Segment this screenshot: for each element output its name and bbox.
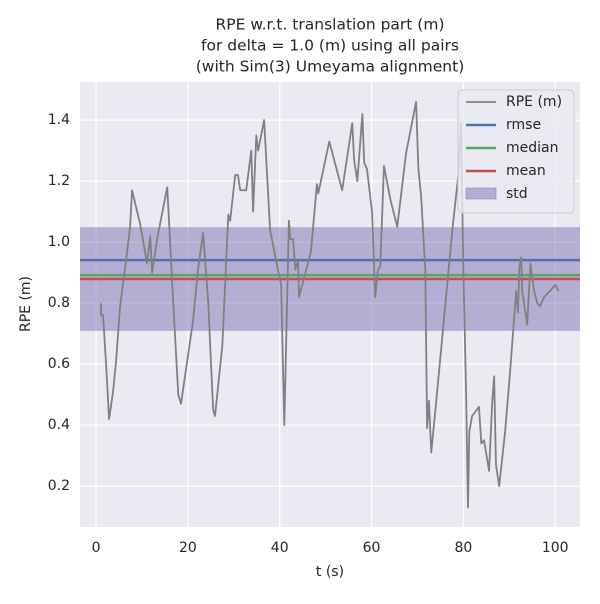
legend-label: std bbox=[506, 186, 528, 202]
legend-box bbox=[457, 89, 575, 214]
y-tick-label: 0.8 bbox=[48, 295, 70, 311]
legend-label: RPE (m) bbox=[506, 94, 562, 110]
chart-title: for delta = 1.0 (m) using all pairs bbox=[201, 37, 459, 55]
chart-title: (with Sim(3) Umeyama alignment) bbox=[196, 58, 465, 76]
legend-label: mean bbox=[506, 163, 546, 179]
legend-label: rmse bbox=[506, 117, 541, 133]
chart-title: RPE w.r.t. translation part (m) bbox=[215, 16, 444, 34]
x-tick-label: 60 bbox=[363, 540, 381, 556]
x-axis-label: t (s) bbox=[316, 564, 344, 580]
x-tick-label: 40 bbox=[271, 540, 289, 556]
y-tick-label: 0.6 bbox=[48, 356, 70, 372]
y-tick-label: 0.2 bbox=[48, 478, 70, 494]
x-tick-label: 20 bbox=[179, 540, 197, 556]
x-tick-label: 100 bbox=[542, 540, 569, 556]
y-tick-label: 1.0 bbox=[48, 234, 70, 250]
x-tick-label: 80 bbox=[454, 540, 472, 556]
y-tick-label: 1.4 bbox=[48, 112, 70, 128]
y-tick-label: 0.4 bbox=[48, 417, 70, 433]
y-tick-label: 1.2 bbox=[48, 173, 70, 189]
x-tick-label: 0 bbox=[92, 540, 101, 556]
y-axis-label: RPE (m) bbox=[18, 276, 34, 332]
legend-swatch bbox=[465, 187, 497, 200]
legend-label: median bbox=[506, 140, 558, 156]
data-line bbox=[100, 100, 560, 509]
